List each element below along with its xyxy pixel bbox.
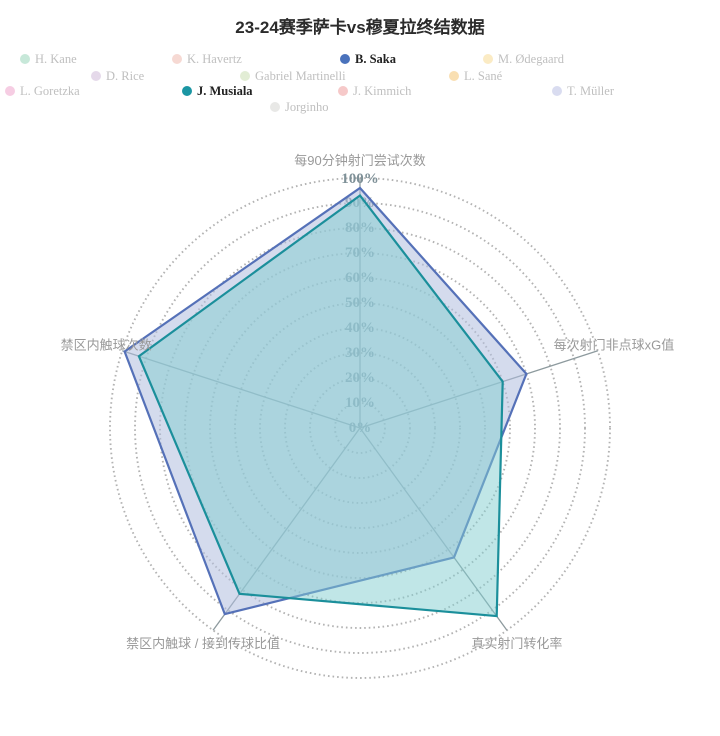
svg-text:100%: 100% <box>341 171 379 187</box>
svg-text:每90分钟射门尝试次数: 每90分钟射门尝试次数 <box>294 153 425 168</box>
svg-text:禁区内触球 / 接到传球比值: 禁区内触球 / 接到传球比值 <box>126 636 280 651</box>
svg-text:每次射门非点球xG值: 每次射门非点球xG值 <box>554 338 675 353</box>
svg-text:真实射门转化率: 真实射门转化率 <box>471 636 562 651</box>
svg-text:禁区内触球次数: 禁区内触球次数 <box>61 338 152 353</box>
